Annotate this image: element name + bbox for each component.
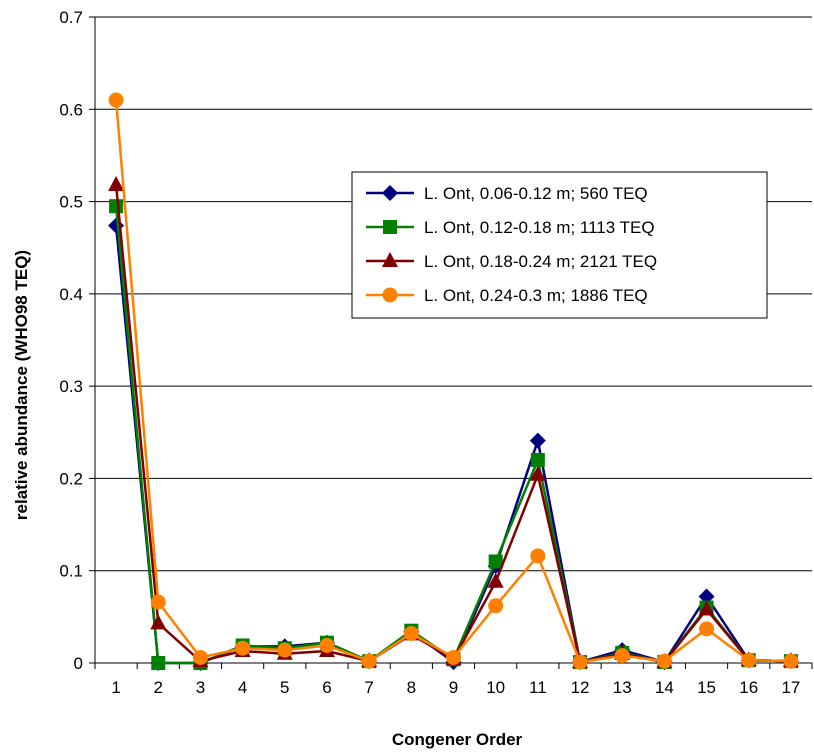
data-point (488, 598, 504, 614)
x-tick-label: 6 (322, 678, 331, 697)
legend-label-4: L. Ont, 0.24-0.3 m; 1886 TEQ (424, 286, 648, 305)
legend-box (351, 171, 768, 319)
data-point (699, 621, 715, 637)
y-axis-title: relative abundance (WHO98 TEQ) (12, 250, 31, 520)
x-tick-label: 12 (571, 678, 590, 697)
x-tick-label: 1 (111, 678, 120, 697)
y-tick-label: 0.5 (59, 193, 83, 212)
y-tick-label: 0.2 (59, 469, 83, 488)
data-point (529, 432, 546, 449)
data-point (151, 656, 166, 670)
y-tick-label: 0.4 (59, 285, 83, 304)
data-point (108, 92, 124, 108)
data-point (698, 600, 715, 616)
legend-label-1: L. Ont, 0.06-0.12 m; 560 TEQ (424, 184, 648, 203)
data-point (614, 648, 630, 664)
data-point (698, 588, 715, 605)
y-tick-label: 0 (74, 654, 83, 673)
x-tick-label: 4 (238, 678, 247, 697)
data-point (403, 625, 419, 641)
x-tick-label: 3 (196, 678, 205, 697)
data-point (319, 637, 335, 653)
x-tick-label: 16 (739, 678, 758, 697)
data-point (361, 653, 377, 669)
data-point (529, 465, 546, 481)
series-group (108, 92, 799, 671)
data-point (192, 649, 208, 665)
data-point (783, 653, 799, 669)
x-tick-label: 13 (613, 678, 632, 697)
legend: L. Ont, 0.06-0.12 m; 560 TEQ L. Ont, 0.12… (351, 171, 768, 319)
x-axis-title: Congener Order (392, 730, 523, 749)
y-tick-label: 0.1 (59, 562, 83, 581)
legend-marker-2 (383, 220, 397, 234)
data-point (487, 572, 504, 588)
data-point (108, 175, 125, 191)
legend-marker-4 (382, 287, 398, 303)
x-tick-label: 17 (781, 678, 800, 697)
y-tick-label: 0.7 (59, 8, 83, 27)
legend-marker-1 (382, 185, 398, 201)
data-point (235, 640, 251, 656)
series-4 (108, 92, 799, 670)
x-tick-label: 10 (486, 678, 505, 697)
legend-label-3: L. Ont, 0.18-0.24 m; 2121 TEQ (424, 252, 657, 271)
x-tick-label: 7 (364, 678, 373, 697)
data-point (656, 653, 672, 669)
x-tick-label: 14 (655, 678, 674, 697)
x-tick-label: 9 (449, 678, 458, 697)
data-point (572, 654, 588, 670)
data-point (150, 614, 167, 630)
data-point (446, 649, 461, 665)
data-point (277, 642, 293, 658)
x-tick-label: 5 (280, 678, 289, 697)
x-tick-label: 8 (407, 678, 416, 697)
data-point (530, 452, 545, 467)
x-tick-label: 11 (529, 678, 547, 697)
x-tick-label: 15 (697, 678, 716, 697)
x-tick-label: 2 (154, 678, 163, 697)
data-point (741, 652, 757, 668)
y-tick-label: 0.3 (59, 377, 83, 396)
legend-label-2: L. Ont, 0.12-0.18 m; 1113 TEQ (424, 218, 655, 237)
data-point (530, 548, 546, 564)
data-point (488, 554, 503, 569)
tick-labels: 00.10.20.30.40.50.60.71 2 3 4 5 6 7 8 9 10 11 12 13 1… (59, 8, 800, 697)
data-point (109, 199, 124, 214)
data-point (150, 594, 166, 610)
legend-marker-3 (382, 252, 398, 267)
y-tick-label: 0.6 (59, 100, 83, 119)
